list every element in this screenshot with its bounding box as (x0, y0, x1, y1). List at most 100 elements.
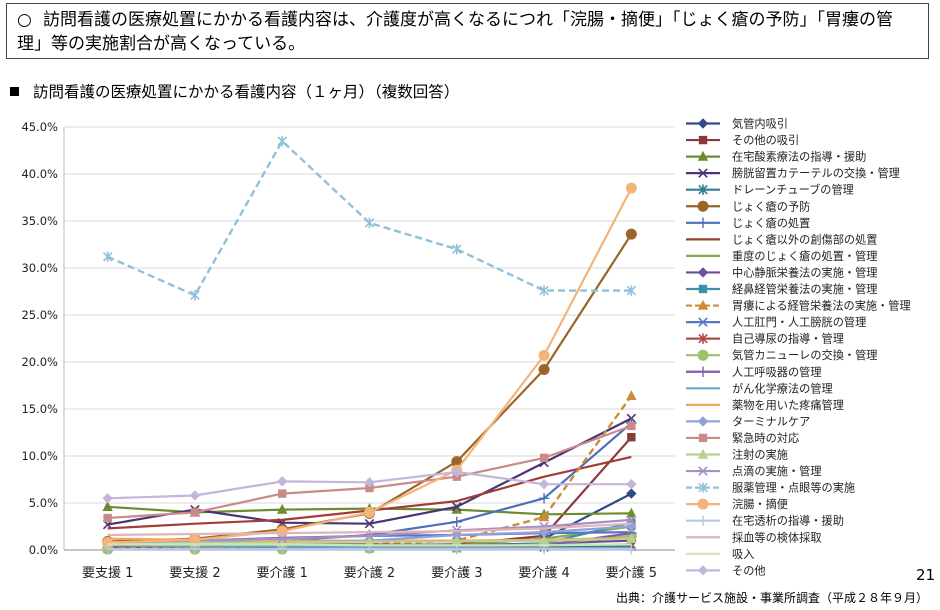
data-point (538, 534, 550, 545)
legend-label: 注射の実施 (732, 448, 788, 462)
x-tick-label: 要支援 2 (169, 566, 220, 581)
legend-entry: じょく瘡の処置 (686, 216, 810, 230)
callout-text: 訪問看護の医療処置にかかる看護内容は、介護度が高くなるにつれ「浣腸・摘便」「じょ… (17, 10, 893, 54)
data-point (626, 515, 637, 525)
data-point (697, 515, 709, 526)
data-point (697, 200, 709, 212)
data-point (102, 543, 113, 555)
data-point (451, 503, 462, 514)
data-point (697, 349, 709, 361)
legend-entry: 採血等の検体採取 (686, 530, 822, 544)
data-point (451, 456, 463, 468)
data-point (102, 493, 113, 504)
data-point (697, 118, 709, 129)
x-tick-label: 要介護 1 (257, 565, 308, 581)
legend-entry: 人工呼吸器の管理 (686, 365, 822, 379)
data-point (102, 501, 113, 511)
series-group (102, 182, 637, 548)
legend-entry: 服薬管理・点眼等の実施 (686, 481, 855, 495)
legend-entry: 気管内吸引 (686, 117, 788, 131)
data-point (278, 489, 287, 498)
data-point (364, 506, 375, 518)
data-point (698, 284, 708, 294)
legend-entry: じょく瘡以外の創傷部の処置 (686, 232, 877, 246)
data-point (698, 466, 708, 476)
data-point (539, 453, 549, 463)
legend-entry: 自己導尿の指導・管理 (686, 332, 844, 346)
legend-label: 点滴の実施・管理 (732, 464, 822, 478)
series-group (107, 543, 632, 547)
legend-label: がん化学療法の管理 (732, 381, 833, 395)
legend-label: 薬物を用いた疼痛管理 (732, 398, 844, 412)
legend-label: 気管内吸引 (732, 117, 788, 131)
legend-label: 重度のじょく瘡の処置・管理 (732, 249, 877, 263)
legend-label: 採血等の検体採取 (732, 530, 822, 544)
source-note: 出典：介護サービス施設・事業所調査（平成２８年９月） (615, 591, 928, 605)
data-point (626, 543, 637, 555)
y-tick-label: 40.0% (21, 167, 58, 181)
data-point (189, 534, 201, 546)
legend-entry: 膀胱留置カテーテルの交換・管理 (686, 166, 900, 180)
callout-bullet: ○ (17, 10, 32, 30)
legend-entry: 注射の実施 (686, 448, 788, 462)
data-point (698, 333, 708, 344)
legend-entry: 重度のじょく瘡の処置・管理 (686, 249, 877, 263)
data-point (102, 251, 113, 262)
data-point (364, 217, 375, 229)
legend-entry: その他の吸引 (686, 133, 799, 147)
data-point (698, 184, 708, 195)
y-axis-ticks: 0.0% 5.0% 10.0% 15.0% 20.0% 25.0% 30.0% 35.0% 40… (21, 120, 58, 557)
legend-entry: 吸入 (686, 548, 754, 561)
legend-label: 浣腸・摘便 (732, 497, 788, 511)
series-group (102, 228, 637, 548)
data-point (277, 503, 288, 514)
legend-label: じょく瘡以外の創傷部の処置 (732, 232, 877, 246)
data-point (626, 390, 637, 401)
y-tick-label: 15.0% (21, 402, 58, 416)
chart-series (102, 135, 637, 555)
data-point (698, 482, 708, 493)
data-point (626, 507, 637, 518)
legend-entry: がん化学療法の管理 (686, 381, 833, 395)
data-point (538, 349, 550, 361)
summary-callout: ○ 訪問看護の医療処置にかかる看護内容は、介護度が高くなるにつれ「浣腸・摘便」「じ… (6, 3, 929, 59)
legend-entry: 浣腸・摘便 (686, 497, 788, 511)
series-line (107, 543, 632, 547)
data-point (625, 182, 637, 194)
data-point (103, 513, 112, 523)
legend-entry: 中心静脈栄養法の実施・管理 (686, 265, 877, 279)
series-group (102, 135, 637, 301)
legend-label: 胃瘻による経管栄養法の実施・管理 (732, 299, 911, 313)
data-point (697, 267, 709, 278)
x-tick-label: 要介護 2 (344, 565, 395, 581)
data-point (190, 508, 200, 517)
data-point (697, 299, 709, 310)
y-tick-label: 25.0% (21, 308, 58, 322)
data-point (697, 498, 709, 510)
data-point (364, 535, 375, 546)
data-point (451, 516, 462, 527)
y-tick-label: 30.0% (21, 261, 58, 275)
data-point (626, 533, 637, 543)
data-point (627, 421, 636, 431)
data-point (190, 290, 200, 301)
chart-title-text: 訪問看護の医療処置にかかる看護内容（１ヶ月）（複数回答） (33, 83, 460, 101)
legend-entry: ドレーンチューブの管理 (686, 183, 854, 197)
data-point (538, 511, 550, 522)
data-point (697, 366, 709, 377)
legend-label: 自己導尿の指導・管理 (732, 332, 844, 346)
data-point (539, 285, 549, 296)
data-point (364, 477, 375, 488)
legend-entry: ターミナルケア (686, 415, 810, 428)
y-tick-label: 0.0% (29, 543, 58, 557)
data-point (452, 244, 462, 255)
data-point (698, 135, 708, 145)
x-tick-label: 要介護 5 (606, 565, 657, 581)
legend-entry: 緊急時の対応 (686, 431, 799, 445)
data-point (538, 479, 550, 490)
legend-entry: 在宅酸素療法の指導・援助 (686, 150, 866, 164)
legend-entry: 点滴の実施・管理 (686, 464, 822, 478)
legend-entry: 在宅透析の指導・援助 (686, 514, 844, 528)
legend-entry: その他 (686, 564, 766, 577)
